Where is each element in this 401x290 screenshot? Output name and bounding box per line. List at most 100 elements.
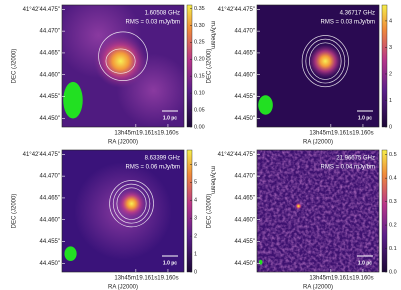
contour <box>105 48 136 74</box>
contour <box>309 42 342 80</box>
colorbar <box>186 4 193 128</box>
y-axis-title: DEC (J2000) <box>207 194 213 229</box>
y-tick-label: 44.450" <box>40 116 60 122</box>
panel: 21.96675 GHz RMS = 0.04 mJy/bm 1.0 pc 13h45… <box>207 149 397 290</box>
y-tick-label: 44.465" <box>40 196 60 202</box>
colorbar-tick-label: 0.3 <box>389 199 397 205</box>
y-tick-label: 44.460" <box>40 217 60 223</box>
rms: RMS = 0.06 mJy/bm <box>125 165 180 171</box>
source <box>308 44 343 79</box>
frequency: 4.36717 GHz <box>340 11 375 17</box>
colorbar-tick-label: 0.15 <box>194 74 205 80</box>
y-tick-label: 44.470" <box>40 174 60 180</box>
y-tick-label: 44.460" <box>40 72 60 78</box>
x-tick-label: 19.160s <box>352 131 373 137</box>
noise <box>257 150 379 272</box>
colorbar-title: mJy/beam <box>209 166 215 194</box>
frame <box>61 149 185 273</box>
y-tick-label: 44.460" <box>235 217 255 223</box>
frequency: 8.63399 GHz <box>145 156 180 162</box>
colorbar-tick-label: 0.30 <box>194 23 205 29</box>
colorbar-tick-label: 0.20 <box>194 57 205 63</box>
colorbar-tick-label: 1 <box>194 252 197 258</box>
radio-image <box>257 5 379 127</box>
x-tick-label: 13h45m19.161s <box>114 276 157 282</box>
y-axis-title: DEC (J2000) <box>12 194 18 229</box>
frame <box>256 4 380 128</box>
y-tick-label: 44.470" <box>235 29 255 35</box>
colorbar-tick-label: 4 <box>389 18 392 24</box>
x-tick-label: 13h45m19.161s <box>309 276 352 282</box>
colorbar-tick-label: 0.00 <box>194 124 205 130</box>
colorbar-tick-label: 0.25 <box>194 40 205 46</box>
x-tick-label: 13h45m19.161s <box>309 131 352 137</box>
y-axis-title: DEC (J2000) <box>12 49 18 84</box>
x-tick-label: 13h45m19.161s <box>114 131 157 137</box>
colorbar-tick-label: 0.10 <box>194 91 205 97</box>
y-tick-label: 41°42'44.475" <box>218 7 255 13</box>
colorbar-tick-label: 5 <box>194 180 197 186</box>
colorbar-tick-label: 4 <box>194 198 197 204</box>
y-tick-label: 41°42'44.475" <box>218 152 255 158</box>
beam <box>64 246 77 262</box>
x-tick-label: 19.160s <box>157 131 178 137</box>
colorbar-tick-label: 1 <box>389 98 392 104</box>
x-axis-title: RA (J2000) <box>303 140 333 146</box>
y-tick-label: 44.455" <box>235 239 255 245</box>
beam <box>258 95 273 115</box>
radio-image <box>62 5 184 127</box>
frame <box>256 149 380 273</box>
y-tick-label: 44.470" <box>40 29 60 35</box>
y-tick-label: 44.465" <box>235 51 255 57</box>
colorbar-tick-label: 0.2 <box>389 223 397 229</box>
x-tick-label: 19.160s <box>157 276 178 282</box>
colorbar-tick-label: 0.5 <box>389 152 397 158</box>
y-axis-title: DEC (J2000) <box>207 49 213 84</box>
y-tick-label: 44.450" <box>235 261 255 267</box>
colorbar-tick-label: 3 <box>389 45 392 51</box>
y-tick-label: 41°42'44.475" <box>23 152 60 158</box>
source <box>116 189 147 219</box>
colorbar <box>186 149 193 273</box>
x-axis-title: RA (J2000) <box>303 285 333 290</box>
rms: RMS = 0.03 mJy/bm <box>125 20 180 26</box>
colorbar-tick-label: 2 <box>194 234 197 240</box>
scale-bar: 1.0 pc <box>358 115 372 121</box>
y-tick-label: 44.455" <box>235 94 255 100</box>
colorbar-title: mJy/beam <box>209 21 215 49</box>
source <box>93 34 148 88</box>
frame <box>61 4 185 128</box>
radio-image <box>257 150 379 272</box>
y-tick-label: 41°42'44.475" <box>23 7 60 13</box>
panel: 4.36717 GHz RMS = 0.03 mJy/bm 1.0 pc 13h45m… <box>207 4 392 146</box>
y-tick-label: 44.470" <box>235 174 255 180</box>
contour <box>109 180 154 228</box>
y-tick-label: 44.465" <box>40 51 60 57</box>
contour <box>116 187 147 220</box>
scale-bar: 1.0 pc <box>163 115 177 121</box>
colorbar <box>381 4 388 128</box>
x-axis-title: RA (J2000) <box>108 140 138 146</box>
colorbar-tick-label: 0 <box>389 124 392 130</box>
source <box>294 202 303 210</box>
panel: 8.63399 GHz RMS = 0.06 mJy/bm 1.0 pc 13h45m… <box>12 149 215 290</box>
panel: 1.60508 GHz RMS = 0.03 mJy/bm 1.0 pc 13h45m… <box>12 4 215 146</box>
y-tick-label: 44.465" <box>235 196 255 202</box>
colorbar-tick-label: 0.05 <box>194 108 205 114</box>
contour <box>98 31 148 81</box>
scale-bar: 1.0 pc <box>163 260 177 266</box>
y-tick-label: 44.450" <box>40 261 60 267</box>
colorbar-tick-label: 0.4 <box>389 176 397 182</box>
beam <box>258 259 263 265</box>
colorbar-tick-label: 2 <box>389 71 392 77</box>
contour <box>305 38 346 84</box>
colorbar-tick-label: 0.35 <box>194 6 205 12</box>
contour <box>301 35 349 88</box>
colorbar-tick-label: 0 <box>194 269 197 275</box>
rms: RMS = 0.04 mJy/bm <box>320 165 375 171</box>
colorbar-tick-label: 0.0 <box>389 269 397 275</box>
frequency: 1.60508 GHz <box>145 11 180 17</box>
y-tick-label: 44.455" <box>40 94 60 100</box>
frequency: 21.96675 GHz <box>336 156 375 162</box>
